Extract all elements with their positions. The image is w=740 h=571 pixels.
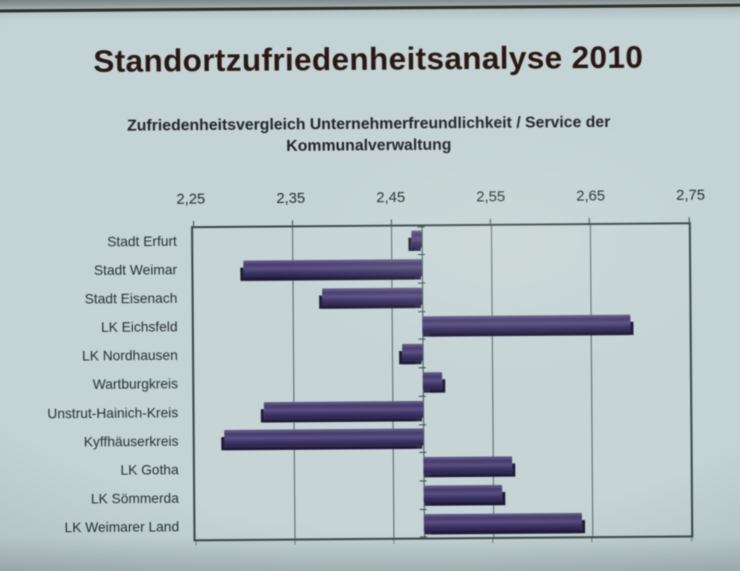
chart-title-line2: Kommunalverwaltung [286,136,452,156]
page-title: Standortzufriedenheitsanalyse 2010 [93,38,644,79]
category-boundary-tick [419,536,428,538]
category-boundary-tick [418,395,427,397]
x-axis-tick-labels: 2,25 2,35 2,45 2,55 2,65 2,75 [176,187,705,212]
x-tick-label: 2,25 [176,191,206,208]
category-boundary-tick [418,339,426,341]
axis-tick-mark [195,539,197,546]
axis-tick-mark [492,536,494,544]
grid-line [589,225,594,537]
axis-tick-mark [688,217,690,225]
data-bar [423,484,503,503]
data-bar [422,372,443,390]
axis-tick-mark [393,537,395,544]
category-boundary-tick [418,310,426,312]
axis-tick-mark [489,218,492,226]
x-tick-label: 2,75 [676,187,706,205]
axis-tick-mark [591,536,593,543]
category-axis-labels: Stadt Erfurt Stadt Weimar Stadt Eisenach LK… [0,226,185,543]
axis-tick-mark [690,535,692,542]
category-label: LK Nordhausen [82,347,178,364]
category-label: LK Gotha [120,462,179,478]
axis-tick-mark [390,219,392,227]
category-boundary-tick [419,480,427,482]
category-label: LK Weimarer Land [64,519,180,536]
data-bar [422,456,513,475]
category-label: LK Sömmerda [90,490,179,507]
category-boundary-tick [417,254,425,256]
axis-tick-mark [589,217,591,226]
data-bar [423,512,583,532]
data-bar [421,314,631,334]
data-bar [224,428,423,448]
axis-tick-mark [294,538,296,545]
data-bar [322,287,422,306]
data-bar [402,344,423,362]
x-tick-label: 2,45 [376,189,406,207]
category-boundary-tick [419,452,427,454]
category-label: Kyffhäuserkreis [83,433,179,450]
category-boundary-tick [417,225,425,227]
category-label: Stadt Erfurt [107,233,177,249]
data-bar [263,400,423,420]
axis-tick-mark [192,221,194,229]
category-boundary-tick [418,367,426,369]
x-tick-label: 2,55 [476,189,506,206]
category-label: Stadt Weimar [93,261,178,278]
category-boundary-tick [419,508,427,510]
chart-title: Zufriedenheitsvergleich Unternehmerfreun… [0,111,740,160]
category-label: LK Eichsfeld [100,318,178,335]
category-boundary-tick [419,423,427,425]
bar-chart-plot-area [191,217,694,546]
axis-tick-mark [291,220,293,228]
category-boundary-tick [417,282,426,284]
category-label: Wartburgkreis [92,376,179,393]
category-label: Unstrut-Hainich-Kreis [47,404,179,422]
data-bar [242,259,422,278]
category-label: Stadt Eisenach [84,290,178,307]
x-tick-label: 2,65 [576,188,606,205]
x-tick-label: 2,35 [276,190,306,208]
data-bar [411,230,422,249]
